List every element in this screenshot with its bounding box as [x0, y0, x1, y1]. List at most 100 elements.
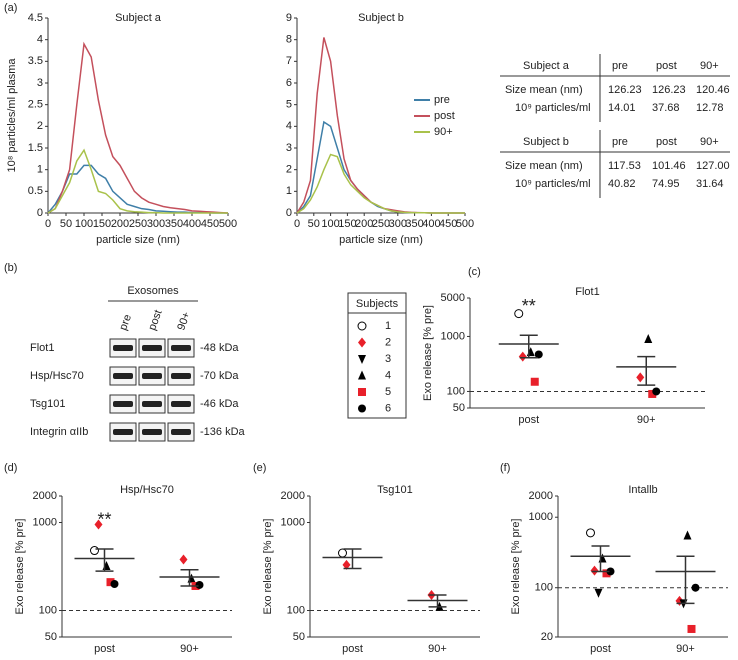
- y-tick-label: 20: [541, 631, 553, 643]
- lane-label: 90+: [175, 310, 193, 332]
- blot-band: [171, 345, 191, 351]
- blot-row-label: Hsp/Hsc70: [30, 370, 84, 382]
- x-tick-label: 90+: [428, 643, 447, 655]
- data-point: [683, 530, 692, 540]
- blot-band: [113, 429, 133, 435]
- x-tick-label: 0: [45, 218, 51, 230]
- y-tick-label: 2000: [529, 490, 553, 502]
- y-tick-label: 4.5: [28, 12, 43, 24]
- blot-row-label: Integrin αIIb: [30, 426, 88, 438]
- data-point: [652, 387, 661, 396]
- y-tick-label: 5: [286, 99, 292, 111]
- data-point: [94, 519, 103, 530]
- y-tick-label: 2: [37, 120, 43, 132]
- y-tick-label: 1000: [281, 516, 305, 528]
- table-cell: 12.78: [696, 102, 724, 114]
- data-line: [47, 164, 228, 214]
- chart-title: Intallb: [628, 484, 657, 496]
- y-tick-label: 1000: [441, 330, 465, 342]
- table-cell: 10⁹ particles/ml: [515, 102, 591, 114]
- x-tick-label: post: [518, 414, 539, 426]
- blot-row-label: Tsg101: [30, 398, 65, 410]
- data-point: [195, 580, 204, 589]
- y-tick-label: 2.5: [28, 99, 43, 111]
- y-tick-label: 5000: [441, 292, 465, 304]
- y-tick-label: 2: [286, 164, 292, 176]
- data-point: [648, 389, 657, 398]
- y-tick-label: 0: [286, 207, 292, 219]
- table-cell: 74.95: [652, 178, 680, 190]
- data-point: [102, 561, 111, 571]
- table-cell: 37.68: [652, 102, 680, 114]
- blot-row-label: Flot1: [30, 342, 54, 354]
- y-tick-label: 1: [37, 164, 43, 176]
- x-tick-label: 450: [201, 218, 219, 230]
- y-tick-label: 1: [286, 185, 292, 197]
- data-point: [526, 347, 535, 357]
- legend-label: post: [434, 110, 455, 122]
- chart-title: Flot1: [575, 286, 599, 298]
- y-tick-label: 0: [37, 207, 43, 219]
- subjects-title: Subjects: [356, 298, 399, 310]
- x-tick-label: 90+: [637, 414, 656, 426]
- y-tick-label: 100: [287, 604, 305, 616]
- table-cell: 10⁹ particles/ml: [515, 178, 591, 190]
- x-tick-label: 500: [219, 218, 237, 230]
- x-tick-label: 100: [321, 218, 339, 230]
- table-cell: 126.23: [608, 84, 642, 96]
- data-point: [586, 528, 595, 538]
- blot-band: [171, 429, 191, 435]
- table-cell: 40.82: [608, 178, 636, 190]
- blot-band: [142, 345, 162, 351]
- y-tick-label: 9: [286, 12, 292, 24]
- y-axis-label: Exo release [% pre]: [14, 519, 26, 615]
- subjects-box: [347, 292, 407, 419]
- legend-label: 6: [385, 402, 391, 414]
- data-point: [594, 588, 603, 598]
- table-cell: 14.01: [608, 102, 636, 114]
- table-header: 90+: [700, 60, 719, 72]
- legend-marker: [357, 321, 367, 331]
- y-axis-label: Exo release [% pre]: [422, 305, 434, 401]
- chart-title: Subject a: [115, 12, 162, 24]
- chart-title: Tsg101: [377, 484, 412, 496]
- significance: **: [97, 510, 111, 530]
- y-tick-label: 2000: [33, 490, 57, 502]
- x-tick-label: 400: [422, 218, 440, 230]
- y-tick-label: 3.5: [28, 55, 43, 67]
- y-tick-label: 4: [37, 34, 43, 46]
- panel-label: (b): [4, 262, 17, 274]
- data-line: [47, 41, 229, 214]
- legend-label: 1: [385, 320, 391, 332]
- data-point: [106, 578, 115, 587]
- blot-band: [171, 373, 191, 379]
- blot-title: Exosomes: [127, 285, 179, 297]
- data-line: [47, 148, 228, 214]
- x-tick-label: post: [590, 643, 611, 655]
- y-tick-label: 7: [286, 55, 292, 67]
- x-tick-label: 350: [165, 218, 183, 230]
- table-header: pre: [612, 60, 628, 72]
- table-header: Subject a: [523, 60, 570, 72]
- y-tick-label: 100: [447, 385, 465, 397]
- x-tick-label: 250: [372, 218, 390, 230]
- x-axis-label: particle size (nm): [96, 234, 180, 246]
- y-tick-label: 1000: [529, 511, 553, 523]
- blot-band: [113, 373, 133, 379]
- x-tick-label: 100: [75, 218, 93, 230]
- table-cell: 126.23: [652, 84, 686, 96]
- y-tick-label: 100: [535, 582, 553, 594]
- x-tick-label: 400: [183, 218, 201, 230]
- legend-label: 2: [385, 336, 391, 348]
- panel-label: (e): [253, 462, 266, 474]
- blot-size: -46 kDa: [200, 398, 239, 410]
- x-tick-label: 500: [456, 218, 474, 230]
- x-tick-label: 450: [439, 218, 457, 230]
- legend-marker: [358, 404, 366, 413]
- data-point: [644, 333, 653, 343]
- x-tick-label: 350: [405, 218, 423, 230]
- panel-label: (a): [4, 2, 17, 14]
- table-cell: 31.64: [696, 178, 724, 190]
- x-axis-label: particle size (nm): [339, 234, 423, 246]
- y-tick-label: 3: [286, 142, 292, 154]
